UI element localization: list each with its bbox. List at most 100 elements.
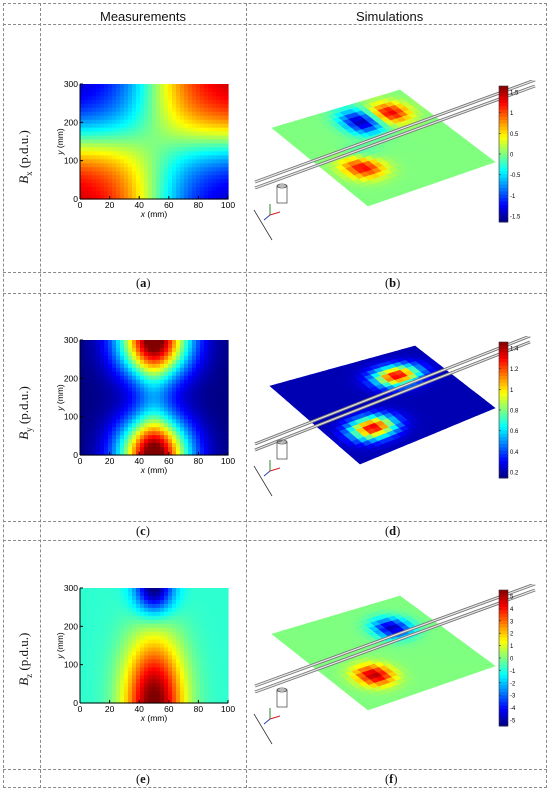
heatmap-cell: [216, 699, 221, 704]
heatmap-cell: [160, 431, 165, 436]
heatmap-cell: [116, 387, 121, 393]
heatmap-cell: [216, 623, 221, 629]
colorbar-tick-label: 1.4: [510, 347, 519, 353]
heatmap-cell: [224, 163, 229, 168]
heatmap-cell: [188, 84, 193, 89]
heatmap-cell: [148, 447, 153, 452]
heatmap-cell: [128, 679, 133, 684]
heatmap-cell: [220, 671, 225, 676]
triad-x-axis: [263, 214, 271, 221]
heatmap-cell: [208, 403, 213, 409]
heatmap-cell: [160, 155, 165, 160]
heatmap-cell: [140, 159, 145, 164]
heatmap-cell: [84, 183, 89, 188]
heatmap-cell: [188, 595, 193, 601]
heatmap-cell: [80, 423, 85, 428]
heatmap-cell: [200, 595, 205, 601]
x-tick-label: 40: [134, 704, 144, 714]
heatmap-cell: [188, 443, 193, 448]
heatmap-cell: [96, 435, 101, 440]
heatmap-cell: [124, 371, 129, 377]
heatmap-cell: [80, 343, 85, 349]
heatmap-cell: [112, 399, 117, 405]
heatmap-cell: [104, 615, 109, 621]
heatmap-cell: [224, 435, 229, 440]
heatmap-cell: [164, 163, 169, 168]
row-label-by: By (p.d.u.): [16, 386, 34, 440]
heatmap-cell: [196, 411, 201, 416]
heatmap-cell: [144, 347, 149, 353]
heatmap-cell: [144, 119, 149, 125]
heatmap-cell: [104, 683, 109, 688]
heatmap-cell: [92, 379, 97, 385]
heatmap-cell: [144, 675, 149, 680]
heatmap-cell: [136, 423, 141, 428]
row2-top: [3, 293, 547, 294]
heatmap-cell: [212, 619, 217, 625]
heatmap-cell: [128, 667, 133, 672]
heatmap-cell: [204, 675, 209, 680]
panel-letter-e: (e): [136, 772, 150, 786]
heatmap-cell: [160, 139, 165, 145]
heatmap-cell: [132, 107, 137, 113]
heatmap-cell: [144, 431, 149, 436]
heatmap-cell: [112, 135, 117, 141]
colorbar-tick-label: -1.5: [510, 215, 521, 221]
heatmap-cell: [92, 167, 97, 172]
heatmap-cell: [148, 391, 153, 397]
heatmap-cell: [200, 655, 205, 660]
heatmap-cell: [116, 87, 121, 93]
heatmap-cell: [136, 588, 141, 593]
heatmap-cell: [84, 395, 89, 401]
heatmap-cell: [204, 623, 209, 629]
heatmap-cell: [92, 403, 97, 409]
heatmap-cell: [80, 127, 85, 133]
heatmap-cell: [84, 427, 89, 432]
heatmap-cell: [172, 139, 177, 145]
heatmap-cell: [188, 451, 193, 456]
heatmap-cell: [216, 123, 221, 129]
heatmap-cell: [216, 115, 221, 121]
conductor-highlight: [254, 341, 531, 451]
heatmap-cell: [212, 419, 217, 424]
heatmap-cell: [128, 695, 133, 700]
heatmap-cell: [120, 187, 125, 192]
heatmap-cell: [80, 699, 85, 704]
heatmap-cell: [176, 167, 181, 172]
heatmap-cell: [204, 379, 209, 385]
heatmap-cell: [112, 87, 117, 93]
heatmap-cell: [184, 175, 189, 180]
heatmap-cell: [104, 699, 109, 704]
heatmap-cell: [188, 367, 193, 373]
heatmap-cell: [88, 403, 93, 409]
heatmap-cell: [96, 611, 101, 617]
colorbar-segment: [499, 474, 508, 479]
heatmap-cell: [188, 167, 193, 172]
heatmap-cell: [132, 435, 137, 440]
heatmap-cell: [180, 663, 185, 668]
heatmap-cell: [88, 135, 93, 141]
heatmap-cell: [88, 651, 93, 657]
heatmap-cell: [196, 651, 201, 657]
heatmap-cell: [108, 447, 113, 452]
heatmap-cell: [144, 643, 149, 649]
heatmap-cell: [96, 375, 101, 381]
heatmap-cell: [156, 95, 161, 101]
heatmap-cell: [112, 431, 117, 436]
heatmap-cell: [124, 163, 129, 168]
heatmap-cell: [212, 695, 217, 700]
heatmap-cell: [160, 683, 165, 688]
heatmap-cell: [84, 167, 89, 172]
heatmap-cell: [144, 351, 149, 357]
heatmap-cell: [176, 675, 181, 680]
heatmap-cell: [120, 415, 125, 420]
heatmap-cell: [120, 675, 125, 680]
colorbar-segment: [499, 348, 508, 353]
heatmap-cell: [216, 143, 221, 149]
heatmap-cell: [148, 367, 153, 373]
heatmap-cell: [108, 679, 113, 684]
heatmap-cell: [184, 419, 189, 424]
heatmap-cell: [104, 431, 109, 436]
heatmap-cell: [212, 87, 217, 93]
heatmap-cell: [108, 143, 113, 149]
